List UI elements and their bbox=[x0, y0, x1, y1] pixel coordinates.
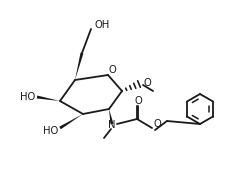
Text: O: O bbox=[134, 96, 142, 106]
Text: O: O bbox=[108, 65, 116, 75]
Text: O: O bbox=[144, 78, 152, 88]
Polygon shape bbox=[75, 53, 83, 80]
Text: O: O bbox=[154, 119, 162, 129]
Text: OH: OH bbox=[95, 20, 110, 30]
Polygon shape bbox=[59, 114, 83, 129]
Text: HO: HO bbox=[20, 92, 35, 102]
Text: N: N bbox=[108, 120, 116, 130]
Polygon shape bbox=[37, 96, 60, 101]
Polygon shape bbox=[109, 109, 114, 124]
Text: HO: HO bbox=[43, 126, 58, 136]
